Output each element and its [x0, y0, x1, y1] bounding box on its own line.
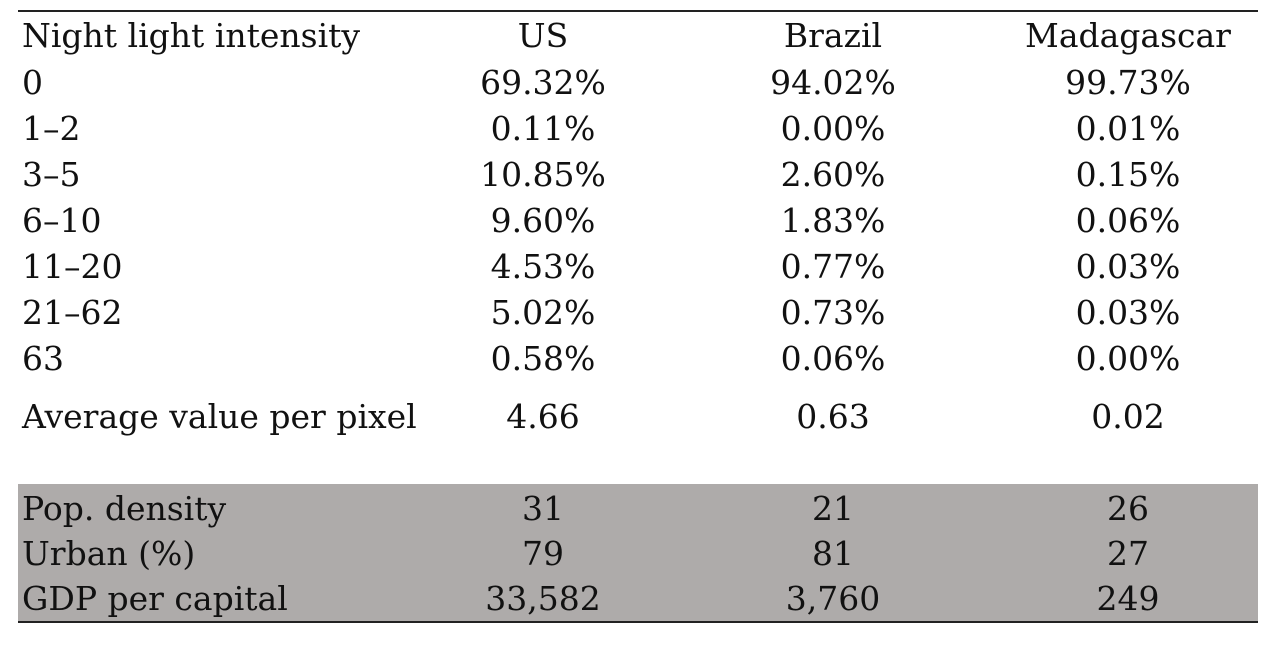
row-label: 11–20: [22, 247, 123, 286]
table-row: 11–20 4.53% 0.77% 0.03%: [18, 244, 1258, 290]
row-label: 3–5: [22, 155, 81, 194]
cell-us: 9.60%: [490, 201, 596, 240]
table-row: 1–2 0.11% 0.00% 0.01%: [18, 106, 1258, 152]
table-row: GDP per capital 33,582 3,760 249: [18, 576, 1258, 621]
cell-madagascar: 99.73%: [1065, 63, 1191, 102]
cell-us: 33,582: [485, 578, 601, 618]
cell-brazil: 0.77%: [780, 247, 886, 286]
cell-madagascar: 0.02: [1091, 397, 1165, 436]
spacer: [18, 382, 1258, 394]
cell-brazil: 0.06%: [780, 339, 886, 378]
cell-madagascar: 0.00%: [1075, 339, 1181, 378]
cell-us: 0.58%: [490, 339, 596, 378]
spacer: [18, 440, 1258, 484]
cell-us: 69.32%: [480, 63, 606, 102]
header-label: Night light intensity: [22, 16, 361, 55]
row-label: 0: [22, 63, 43, 102]
cell-brazil: 1.83%: [780, 201, 886, 240]
cell-us: 4.66: [506, 397, 580, 436]
cell-us: 4.53%: [490, 247, 596, 286]
table-row: 6–10 9.60% 1.83% 0.06%: [18, 198, 1258, 244]
cell-brazil: 81: [812, 533, 854, 573]
night-light-table: Night light intensity US Brazil Madagasc…: [18, 10, 1258, 623]
row-label: Pop. density: [22, 488, 227, 528]
cell-us: 79: [522, 533, 564, 573]
cell-brazil: 94.02%: [770, 63, 896, 102]
row-label: Urban (%): [22, 533, 196, 573]
cell-brazil: 0.63: [796, 397, 870, 436]
cell-madagascar: 0.15%: [1075, 155, 1181, 194]
table-row: 0 69.32% 94.02% 99.73%: [18, 60, 1258, 106]
cell-us: 31: [522, 488, 564, 528]
cell-brazil: 0.00%: [780, 109, 886, 148]
table-row: Pop. density 31 21 26: [18, 486, 1258, 531]
cell-madagascar: 27: [1107, 533, 1149, 573]
table-row: 3–5 10.85% 2.60% 0.15%: [18, 152, 1258, 198]
table-row: 63 0.58% 0.06% 0.00%: [18, 336, 1258, 382]
table-row: Urban (%) 79 81 27: [18, 531, 1258, 576]
table-row: 21–62 5.02% 0.73% 0.03%: [18, 290, 1258, 336]
cell-madagascar: 0.03%: [1075, 247, 1181, 286]
cell-madagascar: 0.03%: [1075, 293, 1181, 332]
cell-madagascar: 249: [1096, 578, 1160, 618]
cell-madagascar: 26: [1107, 488, 1149, 528]
row-label: 21–62: [22, 293, 123, 332]
row-label: 1–2: [22, 109, 81, 148]
row-label: GDP per capital: [22, 578, 288, 618]
row-label: 6–10: [22, 201, 102, 240]
cell-brazil: 3,760: [785, 578, 881, 618]
table-header-row: Night light intensity US Brazil Madagasc…: [18, 12, 1258, 60]
row-label: Average value per pixel: [22, 397, 417, 436]
cell-us: 10.85%: [480, 155, 606, 194]
indicators-section: Pop. density 31 21 26 Urban (%) 79 81 27…: [18, 484, 1258, 623]
average-row: Average value per pixel 4.66 0.63 0.02: [18, 394, 1258, 440]
cell-brazil: 0.73%: [780, 293, 886, 332]
row-label: 63: [22, 339, 64, 378]
cell-brazil: 2.60%: [780, 155, 886, 194]
cell-brazil: 21: [812, 488, 854, 528]
cell-madagascar: 0.06%: [1075, 201, 1181, 240]
header-us: US: [517, 16, 569, 55]
cell-us: 0.11%: [490, 109, 596, 148]
header-brazil: Brazil: [783, 16, 883, 55]
cell-madagascar: 0.01%: [1075, 109, 1181, 148]
cell-us: 5.02%: [490, 293, 596, 332]
header-madagascar: Madagascar: [1025, 16, 1231, 55]
